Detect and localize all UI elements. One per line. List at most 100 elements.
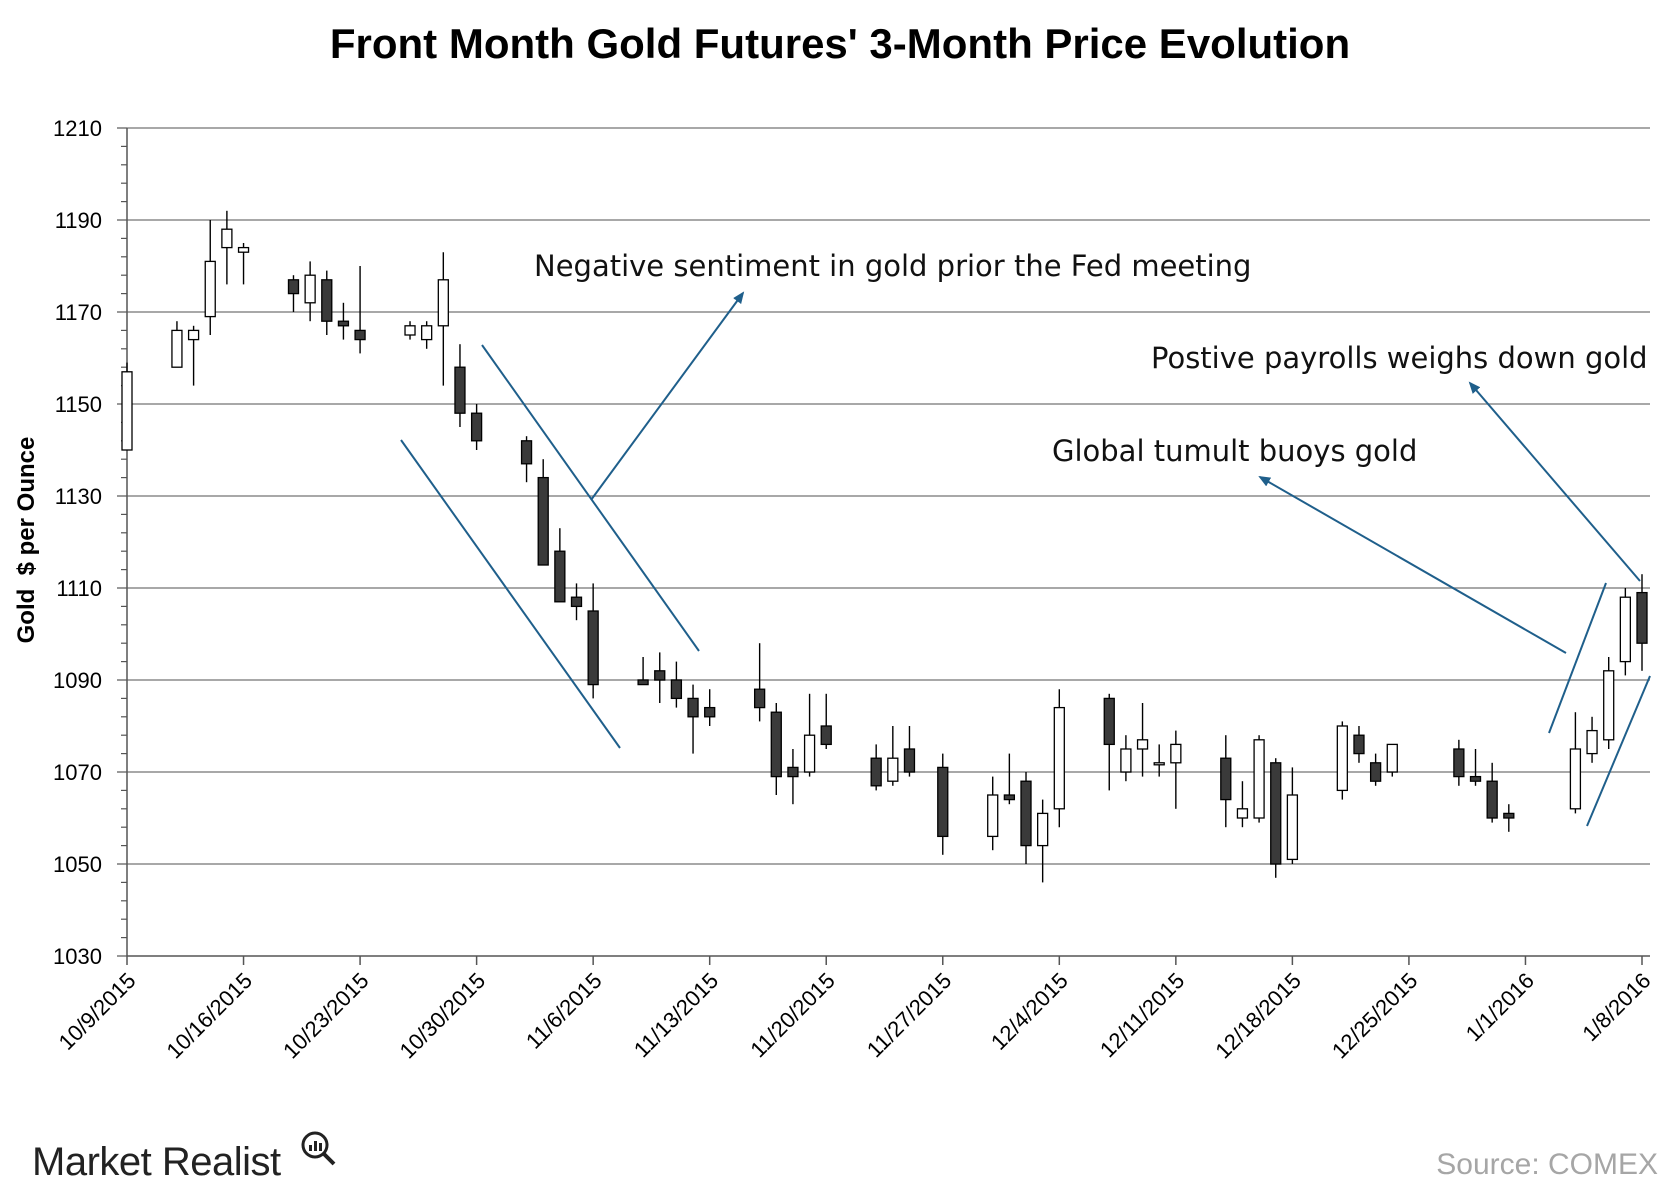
candle-body — [1037, 812, 1049, 847]
candle-body — [1120, 748, 1132, 773]
candle-body — [887, 757, 899, 782]
candle-body — [903, 748, 916, 773]
candle-body — [637, 679, 649, 686]
y-tick-label: 1050 — [53, 852, 102, 877]
candle-body — [321, 279, 333, 322]
candle-body — [1270, 762, 1282, 865]
candle-body — [1603, 670, 1615, 741]
annotation-fed-meeting: Negative sentiment in gold prior the Fed… — [534, 249, 1251, 283]
trend-lines — [400, 291, 1651, 827]
candle-body — [1136, 739, 1149, 750]
candle-body — [237, 246, 250, 253]
candle-body — [1386, 743, 1398, 773]
candle-body — [787, 766, 799, 778]
y-tick-label: 1090 — [53, 668, 102, 693]
candle-body — [1469, 775, 1482, 782]
candle-body — [421, 325, 433, 341]
candle-body — [121, 371, 133, 451]
candle-body — [1020, 780, 1032, 847]
candle-body — [654, 670, 666, 681]
y-tick-label: 1150 — [55, 392, 102, 417]
annotation-arrow — [590, 291, 745, 501]
trend-line — [400, 439, 621, 749]
x-tick-label: 10/23/2015 — [278, 968, 374, 1064]
chart-title: Front Month Gold Futures' 3-Month Price … — [329, 20, 1351, 67]
candle-body — [1103, 697, 1115, 746]
candle-body — [820, 725, 832, 746]
candle-body — [187, 329, 200, 341]
candle-body — [753, 688, 766, 709]
x-tick-label: 12/4/2015 — [986, 968, 1073, 1055]
x-tick-label: 11/13/2015 — [629, 968, 723, 1062]
y-tick-label: 1130 — [55, 484, 102, 509]
candle-body — [1503, 812, 1515, 819]
candle-body — [520, 440, 533, 465]
y-tick-label: 1030 — [53, 944, 102, 969]
candle-body — [704, 706, 716, 718]
candle-body — [287, 279, 300, 295]
candle-body — [454, 366, 466, 414]
candle-body — [687, 697, 699, 718]
x-tick-label: 11/27/2015 — [862, 968, 956, 1062]
x-tick-label: 10/30/2015 — [395, 968, 491, 1064]
candle-body — [1636, 591, 1648, 644]
candle-body — [803, 734, 816, 773]
gridlines — [127, 127, 1650, 865]
candle-body — [1253, 739, 1265, 819]
candle-body — [1569, 748, 1582, 810]
candle-body — [1236, 808, 1249, 819]
candle-body — [470, 412, 483, 442]
x-tick-label: 12/18/2015 — [1210, 968, 1306, 1064]
annotation-global-tumult: Global tumult buoys gold — [1052, 434, 1417, 468]
candle-body — [1369, 762, 1382, 782]
candle-body — [587, 610, 599, 686]
candle-body — [870, 757, 882, 787]
candle-body — [1336, 725, 1348, 792]
candle-body — [1053, 706, 1065, 810]
magnifier-chart-icon — [301, 1131, 336, 1166]
candle-body — [221, 228, 233, 249]
candle-body — [1153, 762, 1165, 766]
candle-body — [1486, 780, 1498, 819]
y-tick-label: 1110 — [56, 576, 102, 601]
market-realist-logo: Market Realist — [32, 1140, 281, 1184]
trend-line — [1548, 582, 1607, 734]
x-tick-label: 12/11/2015 — [1095, 968, 1189, 1062]
candle-body — [1170, 743, 1182, 764]
x-tick-label: 11/20/2015 — [745, 968, 839, 1062]
candle-body — [204, 260, 216, 318]
trend-line — [481, 344, 700, 652]
candles — [121, 210, 1648, 883]
annotation-arrow — [1258, 476, 1567, 654]
x-tick-label: 10/9/2015 — [54, 968, 141, 1055]
candle-body — [1220, 757, 1232, 801]
candle-body — [670, 679, 683, 700]
candle-body — [937, 766, 949, 838]
y-axis-label: Gold $ per Ounce — [13, 437, 40, 644]
candle-body — [1586, 729, 1598, 755]
candle-body — [1003, 794, 1016, 801]
candle-body — [404, 325, 416, 336]
x-tick-label: 12/25/2015 — [1327, 968, 1423, 1064]
candle-body — [437, 279, 449, 327]
candle-body — [770, 711, 782, 778]
candle-body — [354, 329, 366, 341]
candle-body — [1353, 734, 1365, 755]
candle-body — [570, 596, 583, 608]
candle-body — [554, 550, 566, 603]
x-tick-label: 1/8/2016 — [1577, 968, 1655, 1046]
annotation-payrolls: Postive payrolls weighs down gold — [1151, 341, 1648, 375]
candle-body — [987, 794, 999, 838]
x-tick-label: 1/1/2016 — [1461, 968, 1539, 1046]
candle-body — [171, 329, 183, 368]
trend-line — [1586, 675, 1651, 827]
y-tick-label: 1190 — [55, 208, 102, 233]
y-tick-label: 1070 — [53, 760, 102, 785]
annotation-arrow — [1468, 381, 1641, 582]
x-tick-label: 11/6/2015 — [521, 968, 607, 1054]
source-note: Source: COMEX — [1436, 1148, 1658, 1181]
candle-body — [1286, 794, 1299, 861]
candle-body — [537, 476, 549, 566]
y-tick-label: 1170 — [55, 300, 102, 325]
